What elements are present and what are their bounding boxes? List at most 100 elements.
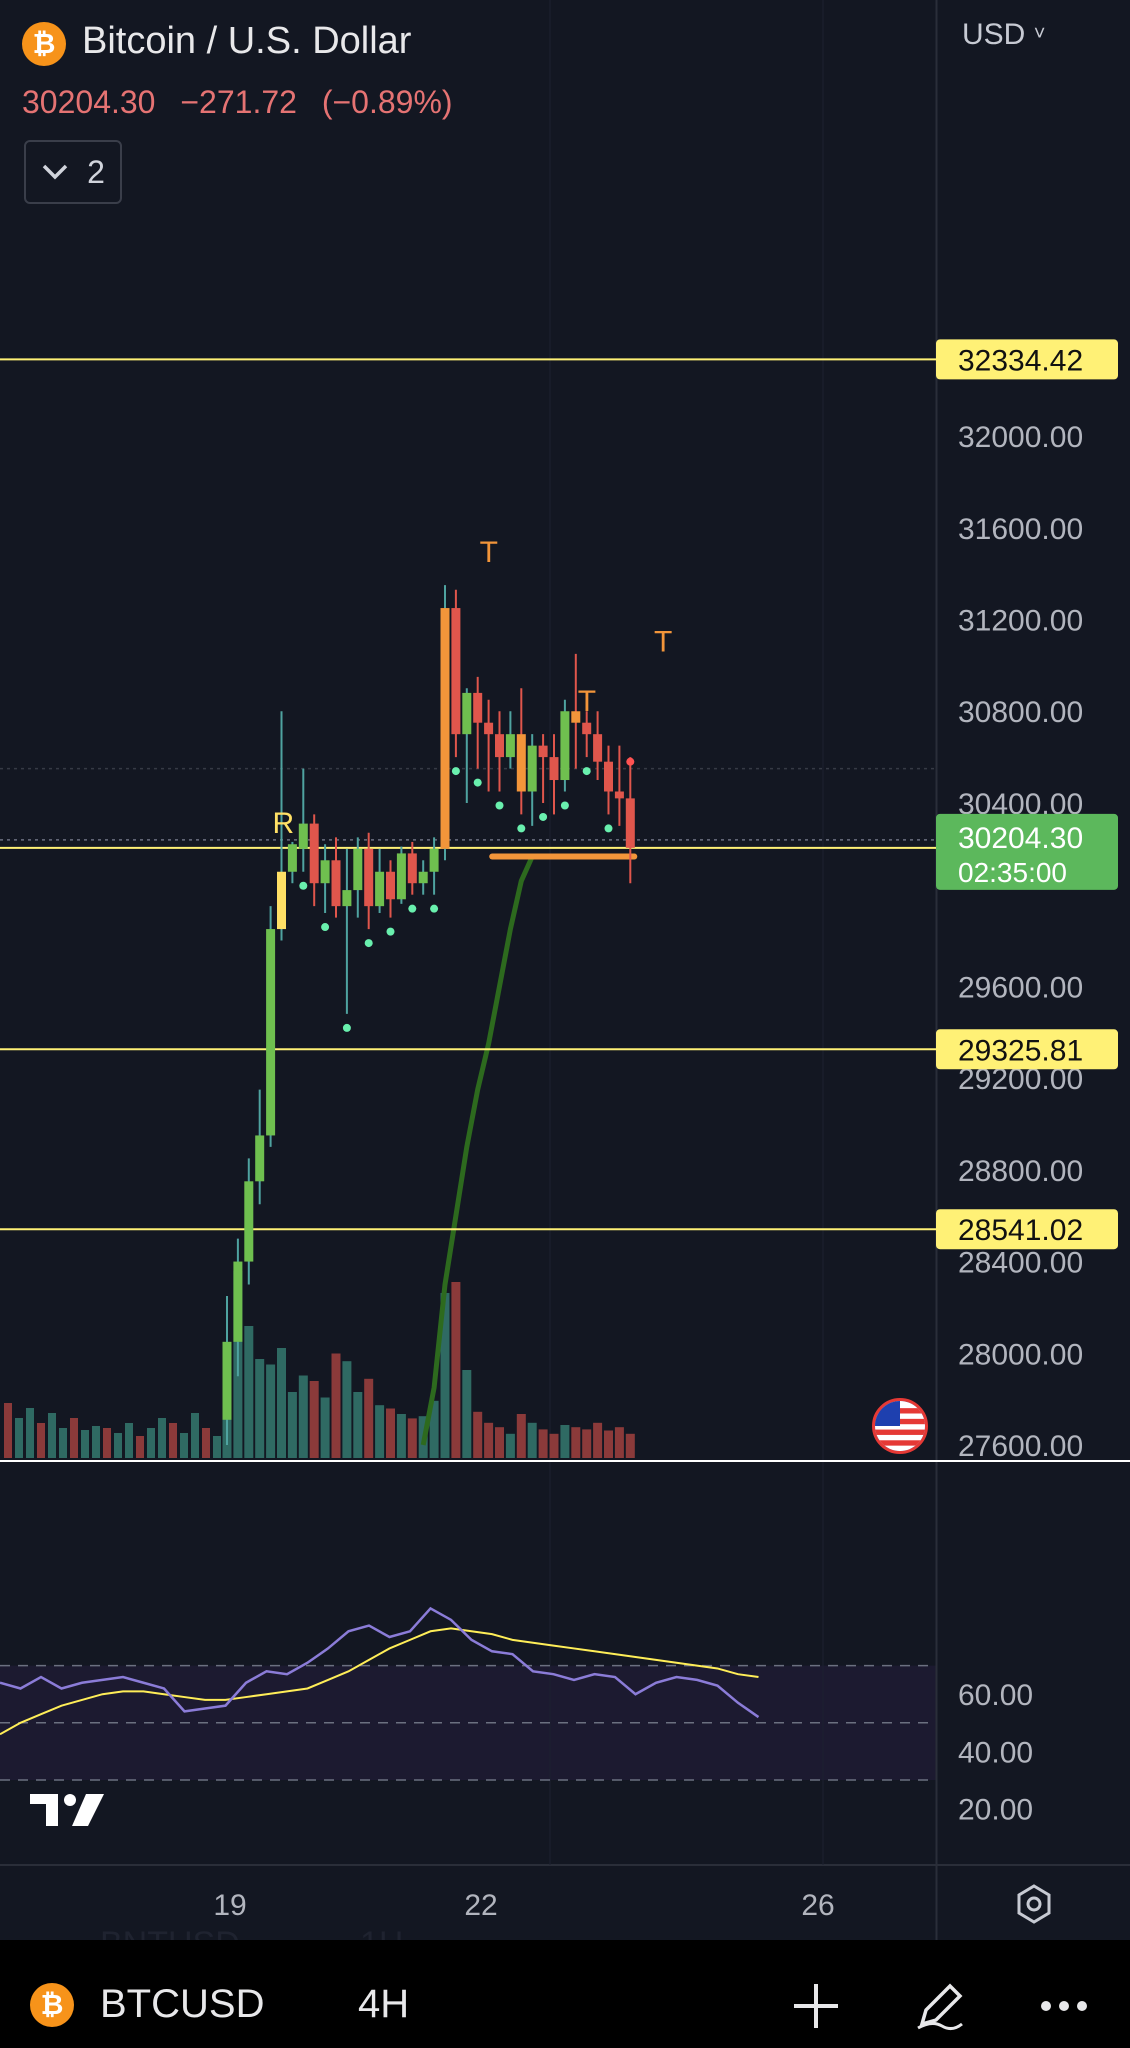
us-flag-icon[interactable] [872, 1398, 928, 1454]
price-tick-label: 31200.00 [958, 605, 1083, 638]
interval-button[interactable]: 4H [358, 1982, 410, 2026]
price-tick-label: 32000.00 [958, 421, 1083, 454]
candle-body[interactable] [462, 692, 472, 735]
volume-bar [114, 1433, 122, 1458]
candle-body[interactable] [604, 761, 613, 792]
volume-bar [158, 1418, 166, 1458]
volume-bar [451, 1282, 461, 1458]
candle-body[interactable] [375, 871, 385, 907]
volume-bar [309, 1381, 319, 1458]
volume-bar [614, 1427, 624, 1458]
chart-background [0, 0, 1130, 1940]
candle-body[interactable] [298, 823, 308, 849]
signal-dot [321, 923, 330, 932]
time-tick-label: 22 [464, 1889, 497, 1922]
signal-dot [560, 801, 569, 810]
candle-body[interactable] [625, 798, 635, 848]
candle-body[interactable] [222, 1341, 232, 1420]
rsi-line [0, 1606, 760, 1719]
candle-body[interactable] [331, 860, 341, 907]
drawing-pen-icon[interactable] [912, 1980, 968, 2032]
rsi-tick-label: 20.00 [958, 1794, 1033, 1827]
plus-icon[interactable] [788, 1980, 844, 2032]
candle-body[interactable] [277, 871, 286, 930]
chart-canvas[interactable]: 32000.0031600.0031200.0030800.0030400.00… [0, 0, 1130, 1940]
volume-bar [375, 1405, 385, 1458]
indicators-toggle-button[interactable]: 2 [24, 140, 122, 204]
rsi-tick-label: 60.00 [958, 1679, 1033, 1712]
currency-selector[interactable]: USD ˅ [962, 18, 1045, 52]
more-icon[interactable] [1036, 1980, 1092, 2032]
settings-icon[interactable] [1010, 1880, 1058, 1928]
candle-body[interactable] [505, 734, 515, 758]
volume-bar [103, 1428, 111, 1458]
candle-body[interactable] [233, 1261, 243, 1342]
tradingview-logo [30, 1794, 104, 1826]
candle-body[interactable] [560, 711, 570, 781]
candle-body[interactable] [309, 823, 319, 884]
volume-bar [320, 1397, 330, 1458]
signal-dot [386, 927, 395, 936]
candle-body[interactable] [571, 711, 581, 723]
volume-bar [560, 1425, 570, 1458]
signal-dot [430, 904, 439, 913]
signal-dot [364, 939, 373, 948]
volume-bar [180, 1433, 188, 1458]
quote-line: 30204.30 −271.72 (−0.89%) [22, 84, 469, 121]
volume-bar [582, 1429, 592, 1458]
candle-body[interactable] [549, 757, 559, 781]
time-tick-label: 26 [801, 1889, 834, 1922]
pattern-annotation: R [273, 807, 295, 840]
candle-body[interactable] [353, 848, 363, 891]
signal-dot [408, 904, 417, 913]
volume-bar [527, 1422, 537, 1458]
symbol-button[interactable]: BTCUSD [100, 1982, 265, 2026]
candle-body[interactable] [418, 871, 428, 884]
candle-body[interactable] [495, 734, 504, 758]
volume-bar [342, 1361, 352, 1458]
pattern-annotation: T [578, 685, 596, 718]
bitcoin-logo-icon: ₿ [22, 22, 66, 66]
candle-body[interactable] [538, 745, 548, 758]
price-tick-label: 28000.00 [958, 1338, 1083, 1371]
candle-body[interactable] [396, 853, 406, 900]
volume-bar [266, 1364, 276, 1458]
volume-bar [255, 1359, 265, 1458]
candle-body[interactable] [342, 890, 352, 907]
candle-body[interactable] [527, 745, 537, 792]
chevron-down-icon [42, 164, 68, 180]
volume-bar [407, 1418, 417, 1458]
rsi-ma-line [0, 1627, 759, 1736]
candle-body[interactable] [614, 791, 624, 799]
pattern-annotation: T [480, 536, 498, 569]
candle-body[interactable] [364, 848, 374, 907]
price-tick-label: 31600.00 [958, 513, 1083, 546]
volume-bar [15, 1418, 23, 1458]
candle-body[interactable] [473, 692, 483, 723]
candle-body[interactable] [407, 853, 417, 884]
candle-body[interactable] [451, 608, 461, 735]
candle-body[interactable] [484, 722, 494, 735]
candle-body[interactable] [255, 1135, 265, 1182]
candle-body[interactable] [593, 734, 603, 762]
candle-body[interactable] [244, 1181, 254, 1262]
candle-body[interactable] [266, 929, 276, 1136]
candle-body[interactable] [287, 844, 297, 872]
level-price-badge [936, 1029, 1118, 1070]
level-price-label: 28541.02 [958, 1214, 1083, 1247]
candle-body[interactable] [440, 608, 450, 849]
volume-bar [169, 1423, 177, 1458]
symbol-title[interactable]: Bitcoin / U.S. Dollar [82, 20, 412, 62]
candle-body[interactable] [429, 848, 439, 872]
volume-bar [396, 1414, 406, 1458]
candle-body[interactable] [582, 722, 592, 735]
volume-bar [549, 1433, 559, 1458]
candle-body[interactable] [320, 860, 330, 884]
candle-body[interactable] [516, 734, 526, 792]
level-price-label: 32334.42 [958, 344, 1083, 377]
signal-dot [495, 801, 504, 810]
price-tick-label: 30800.00 [958, 696, 1083, 729]
volume-bar [604, 1430, 613, 1458]
candle-body[interactable] [386, 871, 395, 900]
